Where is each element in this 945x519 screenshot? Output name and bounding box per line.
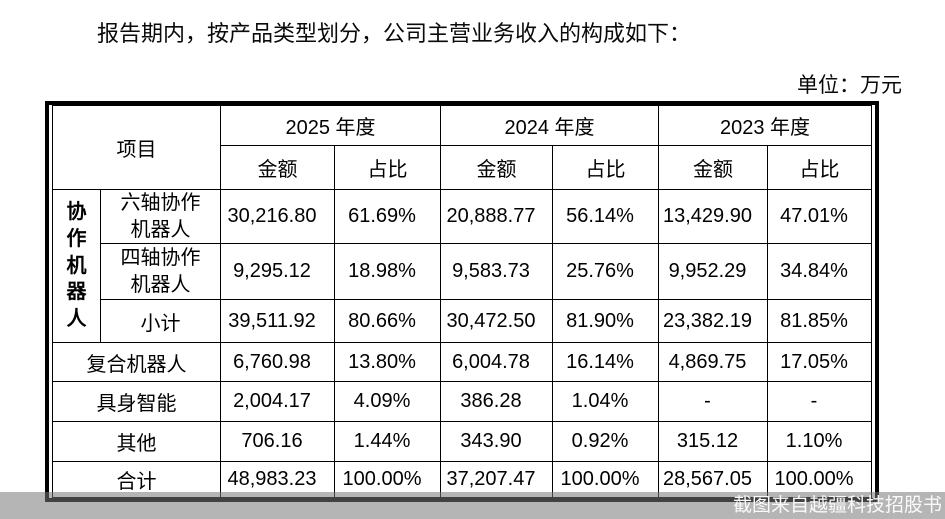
cell-amount: 20,888.77: [440, 189, 553, 244]
row-label: 其他: [52, 421, 221, 462]
col-header-ratio: 占比: [767, 145, 872, 190]
cell-ratio: 100.00%: [767, 461, 872, 498]
cell-amount: 9,295.12: [220, 243, 335, 300]
cell-amount: 386.28: [440, 381, 553, 422]
group-label-cell: 协作机器人: [52, 189, 101, 343]
table-row: 具身智能 2,004.17 4.09% 386.28 1.04% - -: [52, 381, 872, 422]
row-label: 具身智能: [52, 381, 221, 422]
cell-ratio: 1.10%: [767, 421, 872, 462]
cell-amount: 13,429.90: [658, 189, 768, 244]
cell-amount: 9,583.73: [440, 243, 553, 300]
cell-amount: 343.90: [440, 421, 553, 462]
revenue-table: 项目 2025 年度 2024 年度 2023 年度 金额 占比 金额 占比 金…: [52, 105, 872, 498]
revenue-table-wrapper: 项目 2025 年度 2024 年度 2023 年度 金额 占比 金额 占比 金…: [45, 101, 879, 502]
cell-ratio: 80.66%: [334, 299, 441, 343]
col-header-amount: 金额: [220, 145, 335, 190]
cell-amount: 30,472.50: [440, 299, 553, 343]
cell-ratio: 100.00%: [334, 461, 441, 498]
cell-amount: 39,511.92: [220, 299, 335, 343]
header-row-years: 项目 2025 年度 2024 年度 2023 年度: [52, 105, 872, 190]
cell-ratio: 100.00%: [552, 461, 659, 498]
cell-ratio: 4.09%: [334, 381, 441, 422]
col-header-ratio: 占比: [334, 145, 441, 190]
cell-ratio: 34.84%: [767, 243, 872, 300]
cell-ratio: 56.14%: [552, 189, 659, 244]
cell-ratio: 18.98%: [334, 243, 441, 300]
row-label: 合计: [52, 461, 221, 498]
cell-amount: 37,207.47: [440, 461, 553, 498]
cell-ratio: 81.85%: [767, 299, 872, 343]
table-row: 复合机器人 6,760.98 13.80% 6,004.78 16.14% 4,…: [52, 342, 872, 382]
cell-ratio: 1.44%: [334, 421, 441, 462]
intro-paragraph: 报告期内，按产品类型划分，公司主营业务收入的构成如下：: [97, 21, 692, 46]
unit-label: 单位：万元: [797, 73, 902, 97]
col-header-year-2024: 2024 年度: [440, 105, 659, 146]
cell-amount: 4,869.75: [658, 342, 768, 382]
col-header-ratio: 占比: [552, 145, 659, 190]
cell-ratio: 17.05%: [767, 342, 872, 382]
watermark-text: 截图来自越疆科技招股书: [732, 495, 942, 516]
cell-amount: 9,952.29: [658, 243, 768, 300]
header-row-measures: 金额 占比 金额 占比 金额 占比: [53, 145, 872, 190]
cell-amount: 2,004.17: [220, 381, 335, 422]
cell-amount: 706.16: [220, 421, 335, 462]
cell-ratio: 47.01%: [767, 189, 872, 244]
cell-ratio: -: [767, 381, 872, 422]
cell-amount: 315.12: [658, 421, 768, 462]
cell-amount: 30,216.80: [220, 189, 335, 244]
cell-amount: 28,567.05: [658, 461, 768, 498]
table-row: 四轴协作机器人 9,295.12 18.98% 9,583.73 25.76% …: [53, 243, 872, 300]
row-label: 四轴协作机器人: [100, 243, 221, 300]
cell-ratio: 13.80%: [334, 342, 441, 382]
col-header-year-2025: 2025 年度: [220, 105, 441, 146]
cell-ratio: 1.04%: [552, 381, 659, 422]
col-header-year-2023: 2023 年度: [658, 105, 872, 146]
col-header-item: 项目: [52, 105, 221, 190]
row-label: 小计: [100, 299, 221, 343]
cell-amount: 23,382.19: [658, 299, 768, 343]
row-label: 六轴协作机器人: [100, 189, 221, 244]
cell-ratio: 16.14%: [552, 342, 659, 382]
cell-ratio: 81.90%: [552, 299, 659, 343]
watermark-band: 截图来自越疆科技招股书: [0, 492, 945, 519]
cell-amount: 6,760.98: [220, 342, 335, 382]
row-label: 复合机器人: [52, 342, 221, 382]
table-row: 小计 39,511.92 80.66% 30,472.50 81.90% 23,…: [53, 299, 872, 343]
cell-ratio: 25.76%: [552, 243, 659, 300]
table-row: 协作机器人 六轴协作机器人 30,216.80 61.69% 20,888.77…: [52, 189, 872, 343]
cell-ratio: 61.69%: [334, 189, 441, 244]
cell-ratio: 0.92%: [552, 421, 659, 462]
table-row: 其他 706.16 1.44% 343.90 0.92% 315.12 1.10…: [52, 421, 872, 462]
group-label-vertical: 协作机器人: [66, 201, 87, 331]
col-header-amount: 金额: [440, 145, 553, 190]
col-header-amount: 金额: [658, 145, 768, 190]
table-row: 合计 48,983.23 100.00% 37,207.47 100.00% 2…: [52, 461, 872, 498]
cell-amount: 48,983.23: [220, 461, 335, 498]
cell-amount: -: [658, 381, 768, 422]
cell-amount: 6,004.78: [440, 342, 553, 382]
